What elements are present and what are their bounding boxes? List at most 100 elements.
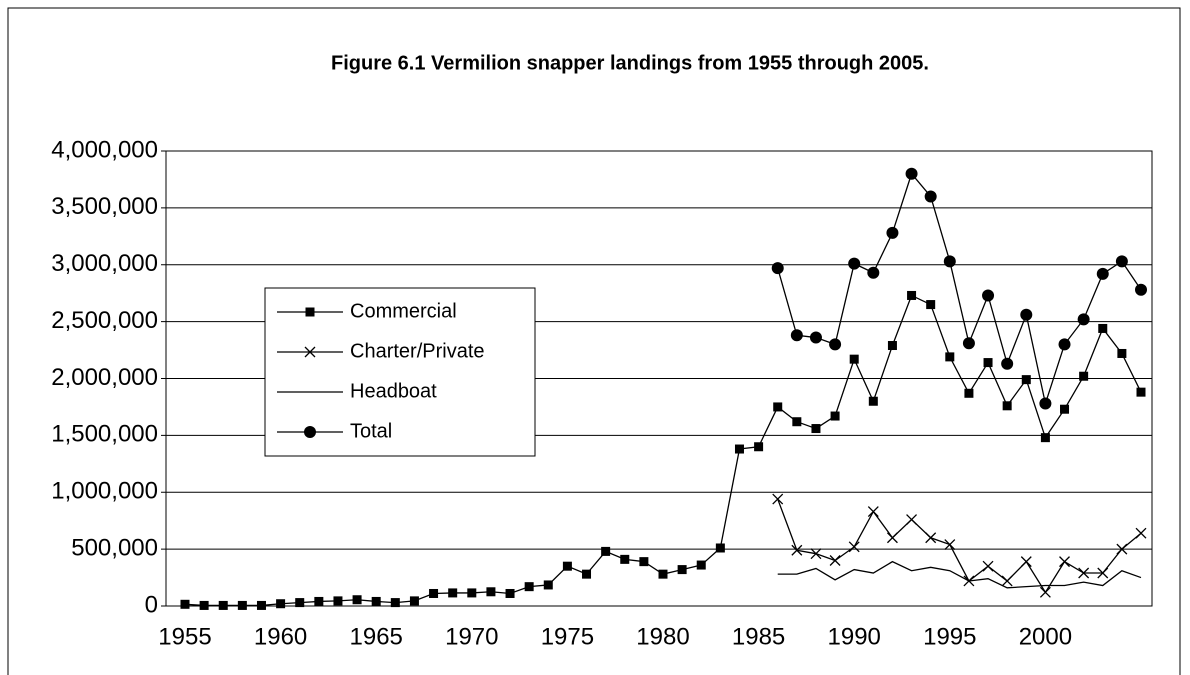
x-tick-label: 1975 [541,623,594,650]
marker [448,588,458,598]
marker [1135,283,1147,296]
marker [1079,371,1089,381]
legend: Commercial Charter/Private Headboat Total [264,287,536,457]
y-tick-label: 3,500,000 [51,193,158,220]
x-tick-label: 1955 [158,623,211,650]
marker [390,598,400,608]
marker [982,289,995,302]
marker [371,596,381,606]
legend-label: Commercial [350,300,457,322]
x-tick-label: 1990 [828,623,881,650]
marker [543,580,553,590]
marker [926,300,936,310]
marker [601,546,611,556]
legend-label: Headboat [350,380,437,402]
marker [982,560,994,572]
marker [1021,375,1031,385]
marker [1116,543,1128,555]
legend-label: Total [350,420,392,442]
marker [754,442,764,452]
marker [962,337,975,350]
marker [1077,313,1090,326]
marker [467,588,477,598]
y-tick-label: 2,000,000 [51,364,158,391]
marker [1135,527,1147,539]
marker [1001,575,1013,587]
marker [1020,308,1033,321]
marker [886,226,899,239]
marker [639,557,649,567]
marker [1020,556,1032,568]
marker [295,598,305,608]
marker [868,396,878,406]
marker [1039,586,1051,598]
marker [829,555,841,566]
marker [887,341,897,351]
marker [486,587,496,597]
x-tick-label: 1960 [254,623,307,650]
x-tick-label: 1970 [445,623,498,650]
marker [772,493,784,505]
marker [848,257,861,270]
marker [256,600,266,610]
marker [924,190,937,203]
marker [524,582,534,592]
marker [983,358,993,368]
marker [715,543,725,553]
marker [333,596,343,606]
marker [276,599,286,609]
marker [905,167,918,180]
chart-title: Figure 6.1 Vermilion snapper landings fr… [331,52,929,74]
series-line [777,560,1142,589]
x-tick-label: 2000 [1019,623,1072,650]
marker [964,388,974,398]
marker [1058,338,1071,351]
marker [696,560,706,570]
marker [314,596,324,606]
marker [1059,556,1070,568]
marker [352,595,362,605]
marker [944,539,956,551]
y-tick-label: 4,000,000 [51,136,158,163]
marker [792,417,802,427]
marker [810,548,822,560]
marker [199,600,209,610]
marker [677,565,687,575]
marker [771,262,784,275]
y-tick-label: 500,000 [71,534,158,561]
marker [409,596,419,606]
marker [1039,397,1052,410]
marker [1002,401,1012,411]
marker [867,506,879,518]
chart-frame [7,7,1181,675]
marker [907,290,917,300]
marker [945,352,955,362]
marker [1001,357,1014,370]
legend-marker [304,426,316,438]
x-tick-label: 1995 [923,623,976,650]
marker [582,569,592,579]
marker [218,600,228,610]
y-tick-label: 2,500,000 [51,307,158,334]
marker [180,599,190,609]
marker [790,329,803,342]
marker [791,544,803,556]
y-tick-label: 0 [145,591,158,618]
marker [429,588,439,598]
marker [848,541,860,553]
marker [620,554,630,564]
marker [658,569,668,579]
marker [809,331,822,344]
marker [1098,323,1108,333]
marker [773,402,783,412]
marker [1078,567,1090,579]
marker [1115,255,1128,268]
marker [562,561,572,571]
marker [505,588,515,598]
marker [1096,267,1109,280]
x-tick-label: 1965 [350,623,403,650]
marker [1136,387,1146,397]
marker [886,532,898,544]
legend-marker [305,307,315,317]
marker [1097,567,1109,579]
